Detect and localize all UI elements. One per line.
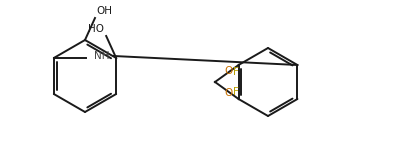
Text: O: O (225, 88, 233, 98)
Text: F: F (233, 67, 239, 77)
Text: HO: HO (88, 24, 104, 34)
Text: O: O (225, 66, 233, 76)
Text: NH: NH (94, 51, 109, 61)
Text: F: F (233, 87, 239, 97)
Text: OH: OH (96, 6, 112, 16)
